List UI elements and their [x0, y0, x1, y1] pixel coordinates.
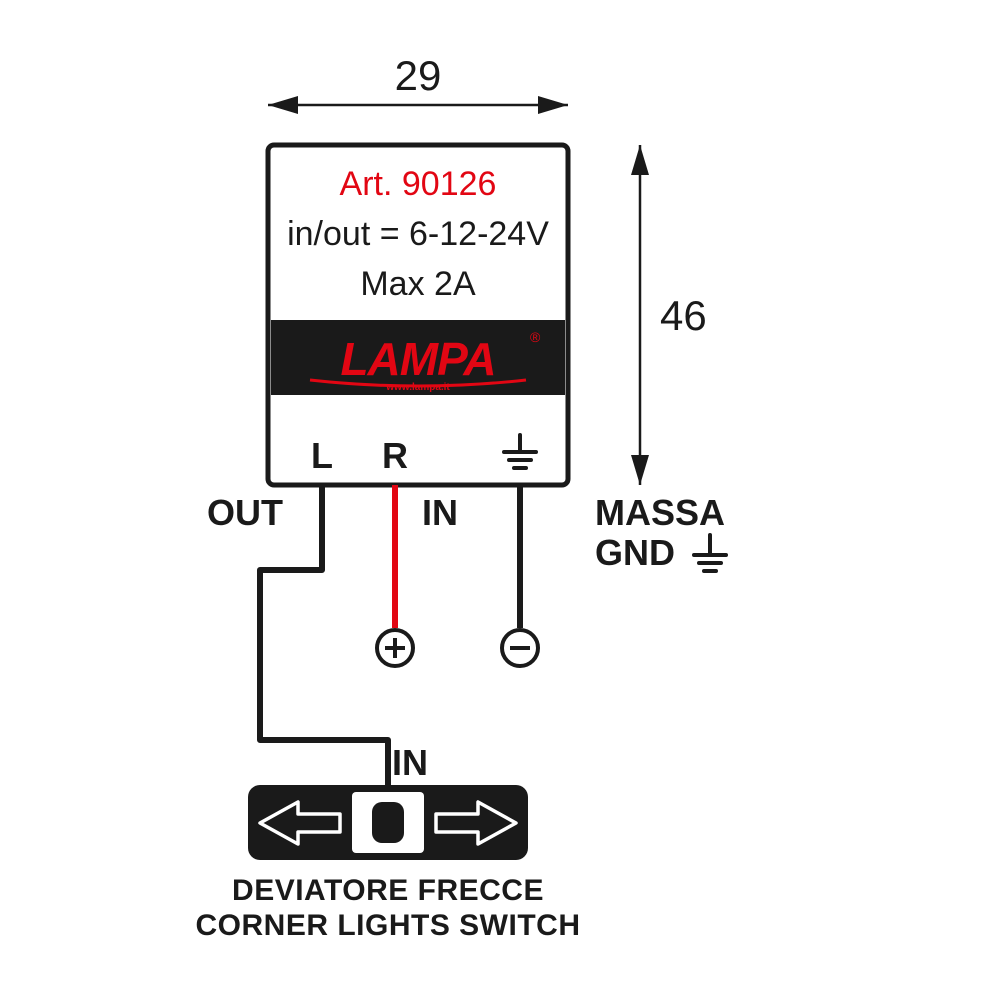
label-in: IN [422, 492, 458, 533]
dim-height-label: 46 [660, 292, 707, 339]
minus-symbol [502, 630, 538, 666]
dim-width-label: 29 [395, 52, 442, 99]
module-box: Art. 90126 in/out = 6-12-24V Max 2A LAMP… [268, 145, 568, 485]
label-in-switch: IN [392, 742, 428, 783]
module-current: Max 2A [360, 265, 476, 303]
dimension-height: 46 [631, 145, 707, 485]
label-out: OUT [207, 492, 283, 533]
label-massa: MASSA [595, 492, 725, 533]
wiring-diagram: 29 46 Art. 90126 in/out = 6-12-24V Max 2… [0, 0, 1000, 1000]
terminal-L: L [311, 435, 333, 476]
module-article: Art. 90126 [340, 165, 497, 203]
module-voltage: in/out = 6-12-24V [287, 215, 549, 253]
switch-caption-1: DEVIATORE FRECCE [232, 874, 544, 907]
plus-symbol [377, 630, 413, 666]
logo-url: www.lampa.it [385, 382, 450, 393]
cleanup-patch [255, 790, 345, 855]
logo-reg: ® [530, 329, 541, 345]
label-gnd: GND [595, 532, 675, 573]
logo-text: LAMPA [340, 333, 495, 385]
ground-symbol-external [694, 535, 726, 571]
switch-caption-2: CORNER LIGHTS SWITCH [196, 909, 581, 942]
dimension-width: 29 [268, 52, 568, 114]
terminal-R: R [382, 435, 408, 476]
